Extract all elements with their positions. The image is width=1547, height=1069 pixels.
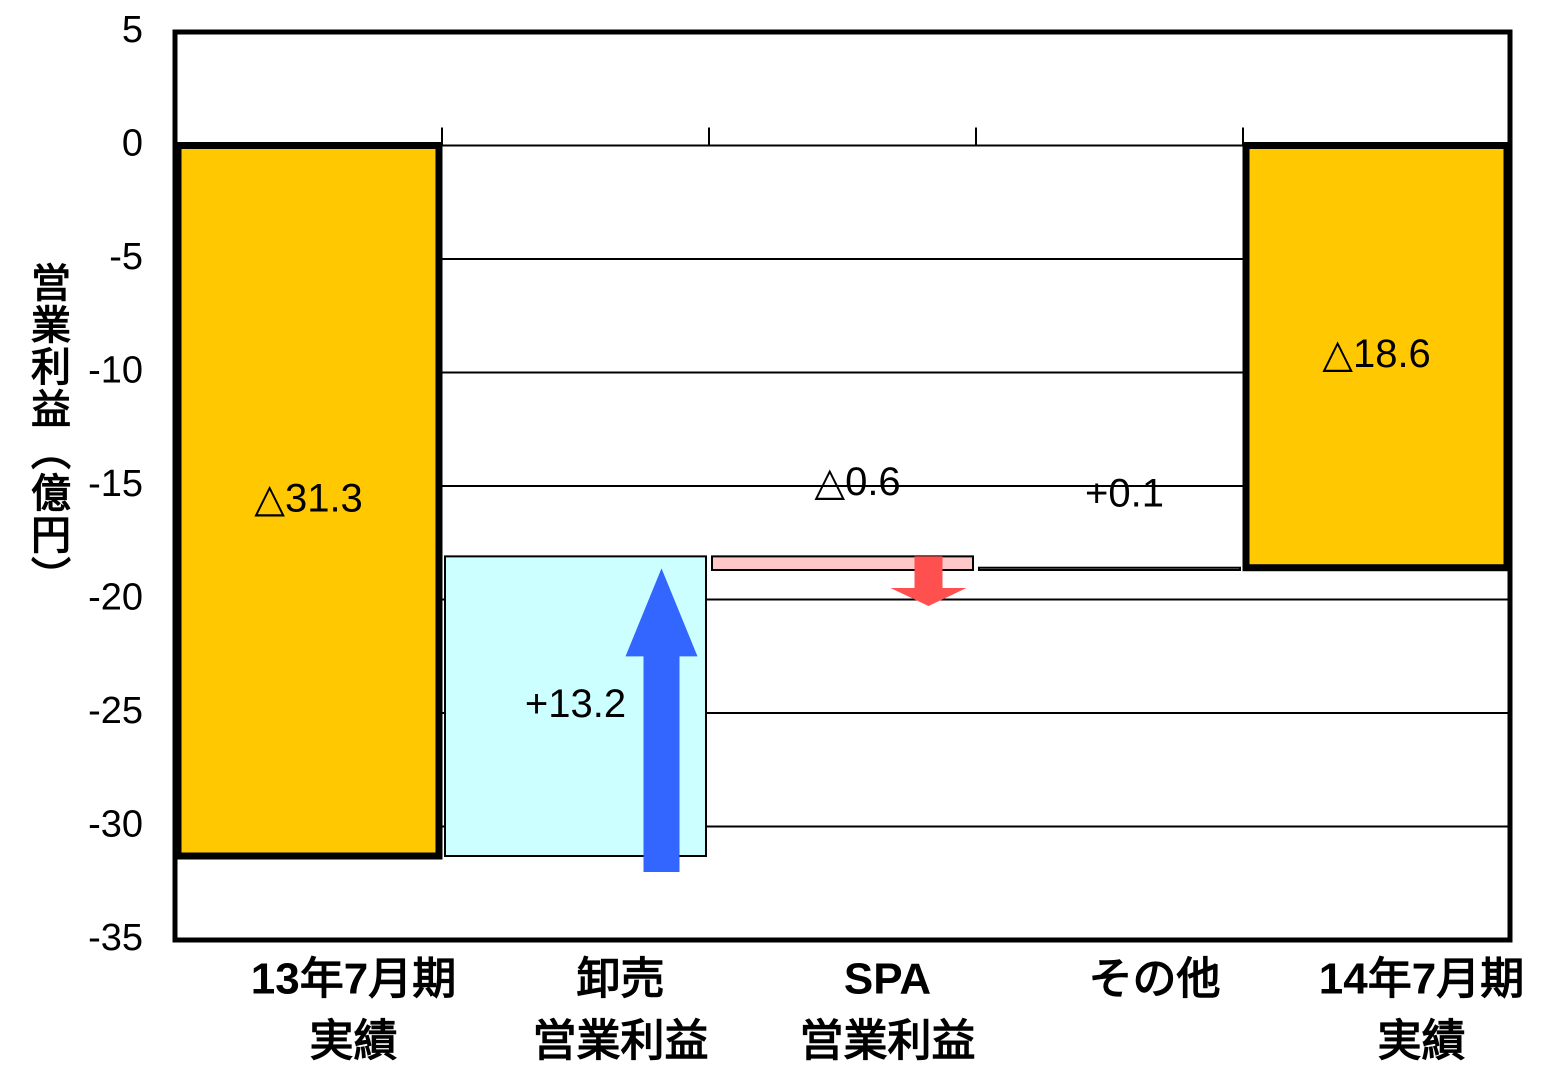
value-label: △18.6 xyxy=(1322,332,1431,376)
x-tick-label: その他 xyxy=(1089,955,1221,1004)
bar xyxy=(174,142,443,860)
x-tick-label: 卸売 xyxy=(577,955,665,1004)
value-label: +13.2 xyxy=(525,682,626,726)
value-label: △0.6 xyxy=(814,460,900,504)
y-tick-label: -35 xyxy=(88,917,143,959)
y-tick-label: -15 xyxy=(88,463,143,505)
bar xyxy=(711,555,974,571)
x-tick-label: 14年7月期 xyxy=(1319,955,1524,1004)
y-tick-label: -10 xyxy=(88,350,143,392)
plot-frame xyxy=(172,29,1513,943)
arrow xyxy=(890,556,967,606)
y-tick-label: -30 xyxy=(88,804,143,846)
y-tick-label: -20 xyxy=(88,577,143,619)
bar xyxy=(1242,142,1511,572)
y-tick-label: -5 xyxy=(109,236,143,278)
x-tick-label: SPA xyxy=(844,955,931,1004)
value-label: +0.1 xyxy=(1085,471,1164,515)
x-tick-label: 営業利益 xyxy=(800,1017,976,1066)
y-tick-label: 0 xyxy=(122,123,143,165)
y-tick-label: -25 xyxy=(88,690,143,732)
bar xyxy=(978,566,1241,571)
value-label: △31.3 xyxy=(254,476,363,520)
x-tick-label: 実績 xyxy=(1378,1017,1466,1066)
x-tick-label: 13年7月期 xyxy=(251,955,456,1004)
y-axis-label: 営業利益（億円） xyxy=(24,262,70,598)
arrow xyxy=(625,568,698,873)
y-tick-label: 5 xyxy=(122,9,143,51)
x-tick-label: 実績 xyxy=(310,1017,398,1066)
x-tick-label: 営業利益 xyxy=(533,1017,709,1066)
